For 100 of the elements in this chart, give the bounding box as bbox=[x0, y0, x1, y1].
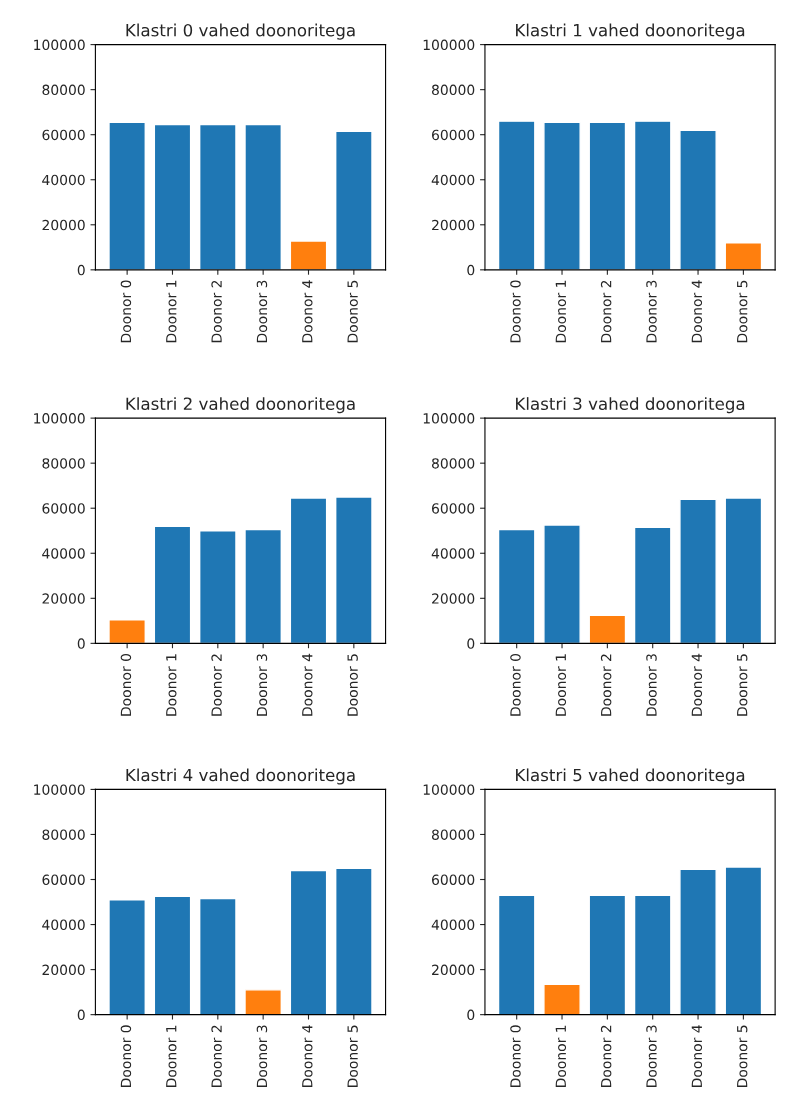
bar bbox=[633, 120, 672, 270]
y-tick-label: 20000 bbox=[432, 593, 475, 604]
y-tick-label: 60000 bbox=[42, 874, 85, 885]
bar bbox=[108, 619, 146, 644]
bar bbox=[244, 123, 282, 270]
bar bbox=[335, 496, 373, 644]
y-tick-label: 100000 bbox=[423, 39, 475, 51]
bar bbox=[244, 989, 282, 1015]
x-tick-label: Doonor 3 bbox=[646, 654, 657, 716]
x-tick-label: Doonor 4 bbox=[691, 653, 703, 716]
bar bbox=[633, 894, 672, 1015]
x-tick-label: Doonor 5 bbox=[347, 1025, 358, 1087]
bar bbox=[198, 897, 237, 1015]
bar bbox=[153, 123, 192, 270]
x-tick-label: Doonor 2 bbox=[600, 280, 612, 343]
y-tick-label: 100000 bbox=[423, 784, 475, 795]
x-tick-label: Doonor 2 bbox=[600, 1025, 612, 1087]
x-tick-label: Doonor 0 bbox=[120, 1025, 132, 1087]
y-tick-label: 80000 bbox=[431, 829, 475, 840]
y-tick-label: 20000 bbox=[432, 964, 475, 976]
y-tick-label: 40000 bbox=[42, 548, 85, 559]
x-tick-label: Doonor 4 bbox=[302, 1025, 313, 1087]
bar bbox=[153, 525, 192, 644]
bar bbox=[289, 869, 328, 1015]
x-tick-label: Doonor 1 bbox=[555, 1025, 567, 1087]
y-tick-label: 100000 bbox=[34, 39, 85, 51]
x-tick-label: Doonor 5 bbox=[737, 654, 748, 716]
bar bbox=[153, 895, 192, 1015]
x-tick-label: Doonor 1 bbox=[166, 280, 177, 343]
y-tick-label: 80000 bbox=[42, 458, 85, 469]
chart-title: Klastri 1 vahed doonoritega bbox=[516, 23, 745, 40]
bar bbox=[198, 530, 237, 644]
x-tick-label: Doonor 2 bbox=[211, 1025, 222, 1087]
y-tick-label: 40000 bbox=[431, 548, 475, 559]
bar bbox=[588, 121, 627, 270]
x-tick-label: Doonor 1 bbox=[166, 1025, 177, 1087]
bar bbox=[679, 129, 717, 270]
bar bbox=[244, 528, 282, 644]
x-tick-label: Doonor 4 bbox=[302, 653, 313, 716]
x-tick-label: Doonor 3 bbox=[646, 280, 657, 343]
bar bbox=[543, 121, 581, 270]
y-tick-label: 0 bbox=[77, 1009, 85, 1021]
x-tick-label: Doonor 2 bbox=[211, 654, 222, 716]
y-tick-label: 0 bbox=[467, 638, 475, 649]
x-tick-label: Doonor 3 bbox=[256, 654, 268, 716]
y-tick-label: 20000 bbox=[42, 219, 85, 231]
x-tick-label: Doonor 3 bbox=[256, 280, 268, 343]
y-tick-label: 40000 bbox=[431, 919, 475, 931]
bar bbox=[198, 123, 237, 270]
y-tick-label: 100000 bbox=[34, 413, 85, 424]
y-tick-label: 60000 bbox=[42, 129, 85, 141]
y-tick-label: 80000 bbox=[431, 458, 475, 469]
y-tick-label: 100000 bbox=[34, 784, 85, 795]
y-tick-label: 0 bbox=[77, 638, 85, 649]
bar bbox=[679, 498, 717, 644]
y-tick-label: 40000 bbox=[42, 174, 85, 186]
y-tick-label: 40000 bbox=[431, 174, 475, 186]
bar bbox=[497, 528, 536, 644]
y-tick-label: 60000 bbox=[432, 874, 475, 885]
x-tick-label: Doonor 0 bbox=[120, 654, 132, 716]
x-tick-label: Doonor 4 bbox=[302, 280, 313, 343]
bar bbox=[497, 120, 536, 270]
x-tick-label: Doonor 1 bbox=[555, 280, 567, 343]
bar bbox=[724, 866, 763, 1015]
chart-title: Klastri 0 vahed doonoritega bbox=[126, 23, 355, 40]
x-tick-label: Doonor 0 bbox=[510, 1025, 521, 1087]
y-tick-label: 20000 bbox=[42, 593, 85, 604]
x-tick-label: Doonor 5 bbox=[347, 654, 358, 716]
bar bbox=[335, 130, 373, 270]
chart-title: Klastri 5 vahed doonoritega bbox=[516, 768, 745, 785]
x-tick-label: Doonor 5 bbox=[347, 280, 358, 343]
bar bbox=[633, 526, 672, 644]
y-tick-label: 60000 bbox=[432, 503, 475, 514]
x-tick-label: Doonor 0 bbox=[510, 654, 521, 716]
x-tick-label: Doonor 0 bbox=[510, 280, 521, 343]
y-tick-label: 40000 bbox=[42, 919, 85, 931]
x-tick-label: Doonor 1 bbox=[166, 654, 177, 716]
bar bbox=[289, 497, 328, 644]
x-tick-label: Doonor 5 bbox=[737, 1025, 748, 1087]
x-tick-label: Doonor 0 bbox=[120, 280, 132, 343]
chart-title: Klastri 2 vahed doonoritega bbox=[126, 397, 355, 414]
x-tick-label: Doonor 3 bbox=[646, 1025, 657, 1087]
bar bbox=[543, 983, 581, 1015]
y-tick-label: 80000 bbox=[431, 84, 475, 96]
y-tick-label: 0 bbox=[467, 264, 475, 276]
y-tick-label: 20000 bbox=[42, 964, 85, 976]
bar bbox=[588, 894, 627, 1015]
bar bbox=[679, 868, 717, 1015]
x-tick-label: Doonor 4 bbox=[691, 280, 703, 343]
y-tick-label: 60000 bbox=[42, 503, 85, 514]
x-tick-label: Doonor 2 bbox=[600, 654, 612, 716]
y-tick-label: 20000 bbox=[432, 219, 475, 231]
x-tick-label: Doonor 5 bbox=[737, 280, 748, 343]
bar bbox=[543, 524, 581, 644]
x-tick-label: Doonor 1 bbox=[555, 654, 567, 716]
y-tick-label: 0 bbox=[467, 1009, 475, 1021]
bar bbox=[289, 240, 328, 270]
bar bbox=[108, 121, 146, 270]
y-tick-label: 0 bbox=[77, 264, 85, 276]
y-tick-label: 100000 bbox=[423, 413, 475, 424]
